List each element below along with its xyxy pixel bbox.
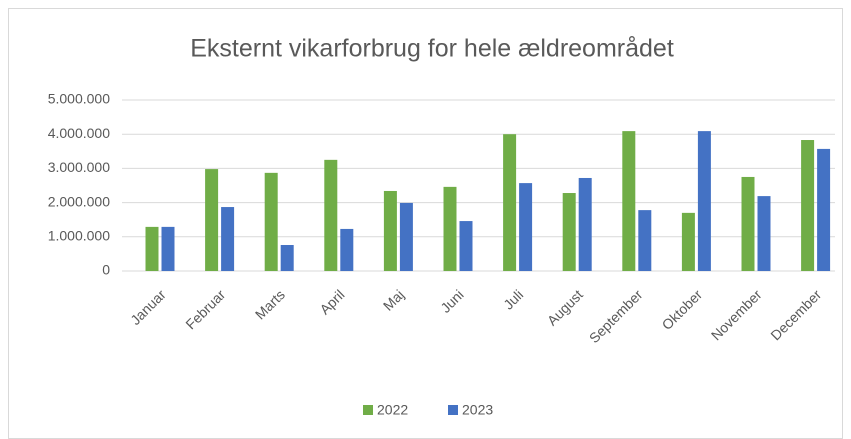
legend-label: 2022 [377, 402, 408, 418]
y-tick-label: 0 [102, 262, 110, 278]
bar [324, 159, 338, 271]
bar [459, 221, 473, 271]
y-tick-label: 5.000.000 [48, 91, 110, 107]
y-tick-label: 2.000.000 [48, 193, 110, 209]
bar [145, 226, 159, 271]
bar [340, 228, 354, 271]
bar [280, 245, 294, 271]
bar [383, 190, 397, 271]
bar [578, 177, 592, 271]
bar [697, 131, 711, 271]
bar [399, 202, 413, 271]
legend-swatch [448, 405, 458, 415]
chart-title: Eksternt vikarforbrug for hele ældreområ… [190, 35, 674, 63]
bar [741, 176, 755, 271]
bar [221, 207, 235, 271]
bar [757, 196, 771, 271]
chart-frame [8, 8, 843, 439]
y-tick-label: 3.000.000 [48, 159, 110, 175]
bar [622, 131, 636, 271]
y-tick-label: 1.000.000 [48, 228, 110, 244]
bar [264, 172, 278, 271]
legend-label: 2023 [462, 402, 493, 418]
y-tick-label: 4.000.000 [48, 125, 110, 141]
bar [161, 226, 175, 271]
bar [205, 169, 219, 271]
bar [443, 186, 457, 271]
legend-swatch [363, 405, 373, 415]
bar [503, 134, 517, 271]
bar [817, 148, 831, 271]
bar [681, 212, 695, 271]
bar [638, 210, 652, 271]
bar [519, 183, 533, 271]
bar [801, 140, 815, 271]
bar [562, 193, 576, 271]
